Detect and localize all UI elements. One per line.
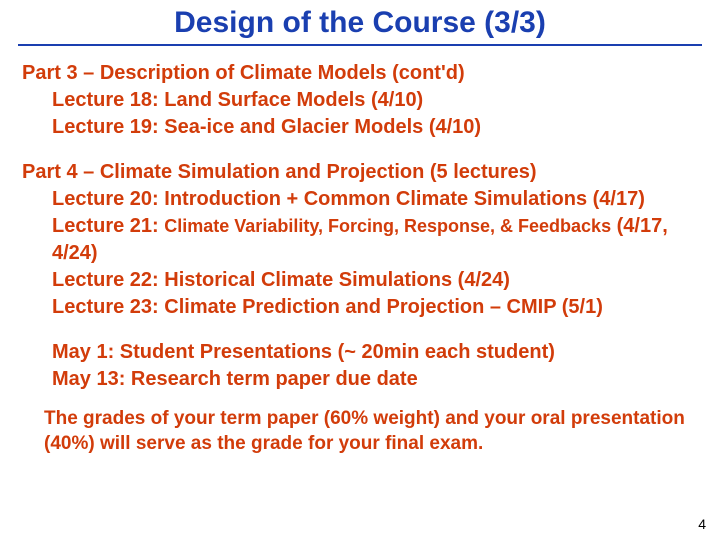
title-underline bbox=[18, 44, 702, 46]
page-number: 4 bbox=[698, 516, 706, 532]
lecture-item: Lecture 21: Climate Variability, Forcing… bbox=[22, 213, 698, 267]
lecture-subtext: Climate Variability, Forcing, Response, … bbox=[164, 216, 611, 236]
notes-block: May 1: Student Presentations (~ 20min ea… bbox=[22, 339, 698, 393]
lecture-item: Lecture 18: Land Surface Models (4/10) bbox=[22, 87, 698, 114]
lecture-item: Lecture 19: Sea-ice and Glacier Models (… bbox=[22, 114, 698, 141]
grades-block: The grades of your term paper (60% weigh… bbox=[22, 407, 698, 456]
grades-line: The grades of your term paper (60% weigh… bbox=[22, 407, 698, 432]
lecture-item: Lecture 20: Introduction + Common Climat… bbox=[22, 186, 698, 213]
note-line: May 1: Student Presentations (~ 20min ea… bbox=[22, 339, 698, 366]
part3-block: Part 3 – Description of Climate Models (… bbox=[22, 60, 698, 141]
page-title: Design of the Course (3/3) bbox=[0, 0, 720, 44]
note-line: May 13: Research term paper due date bbox=[22, 366, 698, 393]
lecture-item: Lecture 23: Climate Prediction and Proje… bbox=[22, 294, 698, 321]
grades-line: (40%) will serve as the grade for your f… bbox=[22, 432, 698, 457]
lecture-prefix: Lecture 21: bbox=[52, 215, 164, 237]
part3-heading: Part 3 – Description of Climate Models (… bbox=[22, 60, 698, 87]
content-area: Part 3 – Description of Climate Models (… bbox=[0, 60, 720, 456]
lecture-item: Lecture 22: Historical Climate Simulatio… bbox=[22, 267, 698, 294]
part4-block: Part 4 – Climate Simulation and Projecti… bbox=[22, 159, 698, 321]
part4-heading: Part 4 – Climate Simulation and Projecti… bbox=[22, 159, 698, 186]
